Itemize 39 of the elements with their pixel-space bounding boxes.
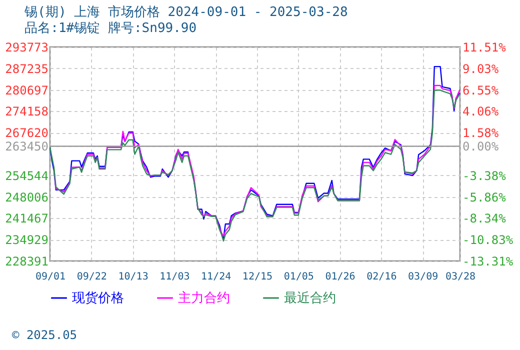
x-tick-label: 01/26 xyxy=(325,272,356,282)
chart-subtitle: 品名:1#锡锭 牌号:Sn99.90 xyxy=(24,21,197,36)
x-tick-label: 03/28 xyxy=(445,272,476,282)
x-tick-label: 09/01 xyxy=(35,272,66,282)
x-tick-label: 11/03 xyxy=(160,272,190,282)
x-tick-label: 11/24 xyxy=(201,272,232,282)
x-tick-label: 10/13 xyxy=(118,272,148,282)
y-tick-label: 293773 xyxy=(5,40,48,54)
y2-tick-label: 4.06% xyxy=(462,104,500,119)
legend-label: 最近合约 xyxy=(284,291,336,306)
y2-tick-label: 0.00% xyxy=(462,140,500,154)
y-tick-label: 274158 xyxy=(5,104,48,119)
y-tick-label: 267620 xyxy=(5,126,48,140)
y-tick-label: 263450 xyxy=(5,140,48,154)
y2-tick-label: -10.83% xyxy=(462,233,514,248)
legend-label: 现货价格 xyxy=(72,291,124,306)
y-tick-label: 228391 xyxy=(5,254,48,268)
y2-tick-label: -8.34% xyxy=(462,212,507,226)
x-tick-label: 03/09 xyxy=(408,272,438,282)
y-tick-label: 287235 xyxy=(5,62,48,76)
x-tick-label: 09/22 xyxy=(76,272,107,282)
y2-tick-label: 11.51% xyxy=(462,40,507,54)
x-tick-label: 12/15 xyxy=(242,272,273,282)
x-tick-label: 01/05 xyxy=(284,272,314,282)
y-tick-label: 234929 xyxy=(5,233,48,248)
x-tick-label: 02/16 xyxy=(366,272,397,282)
y2-tick-label: 9.03% xyxy=(462,62,500,76)
y-tick-label: 254544 xyxy=(5,168,48,183)
chart-title: 锡(期) 上海 市场价格 2024-09-01 - 2025-03-28 xyxy=(24,5,348,20)
y2-tick-label: -5.86% xyxy=(462,190,507,204)
y2-tick-label: 6.55% xyxy=(462,83,500,98)
legend-label: 主力合约 xyxy=(178,290,230,306)
y-tick-label: 280697 xyxy=(5,83,48,98)
y2-tick-label: 1.58% xyxy=(462,126,500,140)
y-tick-label: 248006 xyxy=(5,190,48,204)
y-tick-label: 241467 xyxy=(5,212,48,226)
text: © 2025.05 xyxy=(12,328,78,342)
y2-tick-label: -3.38% xyxy=(462,168,507,183)
y2-tick-label: -13.31% xyxy=(462,254,514,268)
